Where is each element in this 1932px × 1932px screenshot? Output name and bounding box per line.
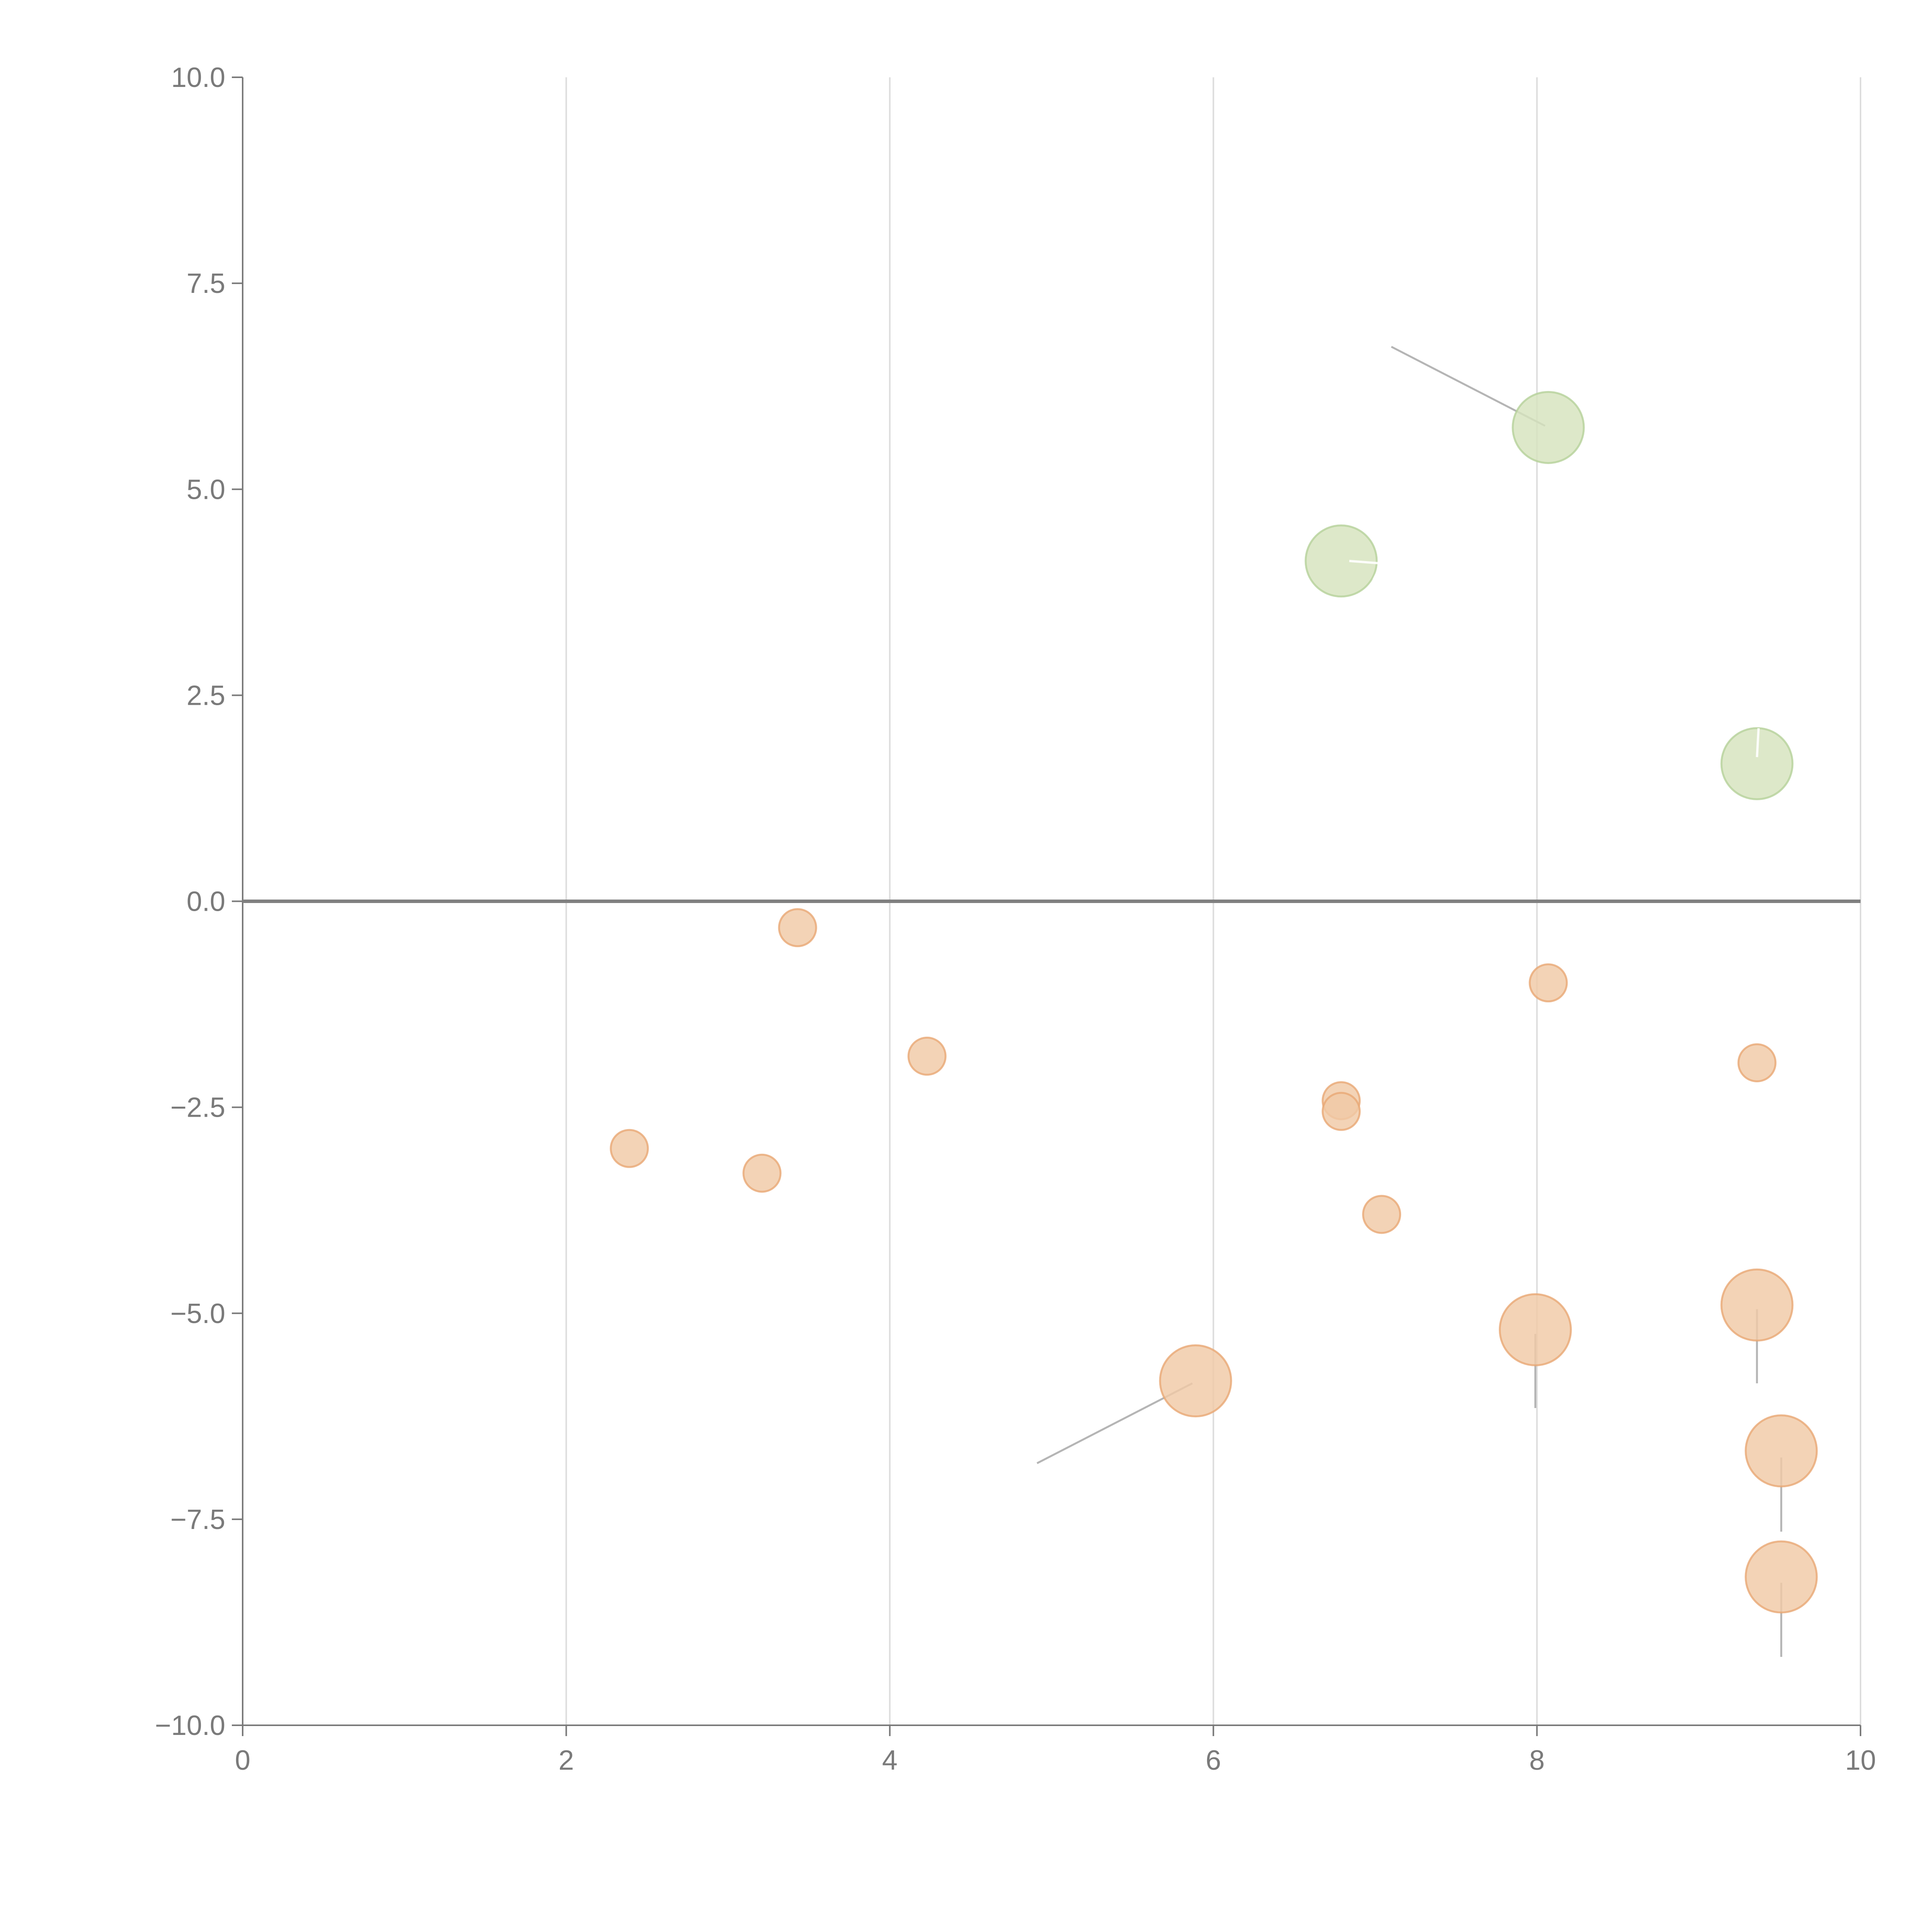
positive-bubble [1304, 524, 1378, 598]
negative-bubble [907, 1036, 947, 1076]
y-tick-label: −2.5 [170, 1092, 225, 1123]
overlay-connector-layer [1349, 560, 1760, 757]
x-tick-label: 0 [235, 1745, 250, 1776]
y-tick-label: 5.0 [187, 474, 225, 505]
positive-bubble [1512, 391, 1585, 464]
negative-bubble [1362, 1195, 1401, 1234]
negative-bubble [1737, 1043, 1777, 1082]
y-tick-label: 2.5 [187, 680, 225, 711]
connector-layer [1036, 346, 1782, 1657]
y-tick-label: 10.0 [171, 62, 225, 93]
negative-bubble [742, 1153, 782, 1193]
negative-bubble [1720, 1268, 1794, 1342]
x-tick-label: 10 [1845, 1745, 1876, 1776]
y-tick-label: −5.0 [170, 1298, 225, 1329]
y-tick-label: 7.5 [187, 268, 225, 299]
negative-bubble [1498, 1293, 1572, 1366]
negative-bubble [1745, 1414, 1818, 1488]
axes-layer [242, 77, 1861, 1726]
negative-bubble [1745, 1540, 1818, 1614]
y-tick-label: 0.0 [187, 886, 225, 917]
negative-bubble [1321, 1092, 1361, 1131]
x-tick-label: 8 [1529, 1745, 1545, 1776]
x-tick-label: 2 [558, 1745, 574, 1776]
annotation-connector [1349, 560, 1382, 565]
negative-bubble [1159, 1344, 1232, 1418]
annotation-connector [1372, 563, 1383, 581]
points-layer [610, 391, 1818, 1614]
positive-bubble [1720, 727, 1794, 800]
negative-bubble [610, 1129, 649, 1168]
ticks-layer: 10.0 7.5 5.0 2.5 0.0 −2.5 −5.0 −7.5 −10.0 0 2 4 6 8 10 [155, 62, 1876, 1776]
negative-bubble [778, 908, 817, 947]
annotation-connector [1756, 728, 1760, 757]
y-tick-label: −10.0 [155, 1710, 225, 1741]
negative-bubble [1529, 963, 1568, 1003]
x-tick-label: 4 [882, 1745, 898, 1776]
x-tick-label: 6 [1206, 1745, 1221, 1776]
y-tick-label: −7.5 [170, 1504, 225, 1535]
